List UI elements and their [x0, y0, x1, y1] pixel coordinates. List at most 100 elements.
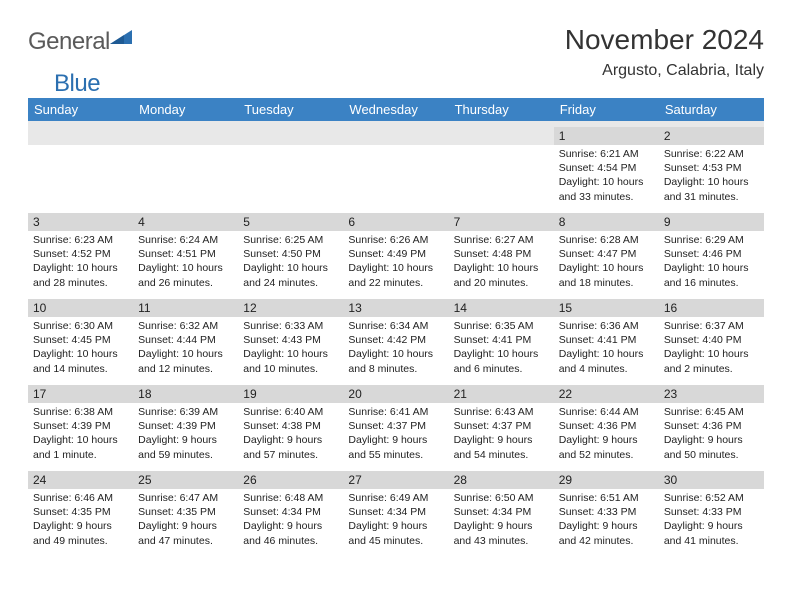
day-cell: 15Sunrise: 6:36 AMSunset: 4:41 PMDayligh…: [554, 299, 659, 385]
day-cell: 18 Sunrise: 6:39 AMSunset: 4:39 PMDayligh…: [133, 385, 238, 471]
day-body: Sunrise: 6:49 AMSunset: 4:34 PMDaylight:…: [343, 489, 448, 552]
sunset-line: Sunset: 4:51 PM: [138, 247, 233, 261]
location: Argusto, Calabria, Italy: [565, 62, 764, 80]
day-number: 4: [133, 213, 238, 231]
sunrise-line: Sunrise: 6:24 AM: [138, 233, 233, 247]
day-body: Sunrise: 6:36 AMSunset: 4:41 PMDaylight:…: [554, 317, 659, 380]
sunset-line: Sunset: 4:33 PM: [559, 505, 654, 519]
day-cell: 9Sunrise: 6:29 AMSunset: 4:46 PMDaylight…: [659, 213, 764, 299]
sunrise-line: Sunrise: 6:25 AM: [243, 233, 338, 247]
day-cell: 28Sunrise: 6:50 AMSunset: 4:34 PMDayligh…: [449, 471, 554, 557]
sunrise-line: Sunrise: 6:41 AM: [348, 405, 443, 419]
sunrise-line: Sunrise: 6:28 AM: [559, 233, 654, 247]
calendar-body: 1Sunrise: 6:21 AMSunset: 4:54 PMDaylight…: [28, 127, 764, 557]
day-cell: 7Sunrise: 6:27 AMSunset: 4:48 PMDaylight…: [449, 213, 554, 299]
daylight-line: Daylight: 9 hours and 43 minutes.: [454, 519, 549, 547]
daylight-line: Daylight: 9 hours and 59 minutes.: [138, 433, 233, 461]
daylight-line: Daylight: 9 hours and 42 minutes.: [559, 519, 654, 547]
daylight-line: Daylight: 9 hours and 55 minutes.: [348, 433, 443, 461]
daylight-line: Daylight: 9 hours and 46 minutes.: [243, 519, 338, 547]
daylight-line: Daylight: 10 hours and 26 minutes.: [138, 261, 233, 289]
day-body: Sunrise: 6:32 AMSunset: 4:44 PMDaylight:…: [133, 317, 238, 380]
sunset-line: Sunset: 4:41 PM: [559, 333, 654, 347]
daylight-line: Daylight: 10 hours and 6 minutes.: [454, 347, 549, 375]
day-cell: 17Sunrise: 6:38 AMSunset: 4:39 PMDayligh…: [28, 385, 133, 471]
day-body: Sunrise: 6:28 AMSunset: 4:47 PMDaylight:…: [554, 231, 659, 294]
day-number: 9: [659, 213, 764, 231]
day-number: 3: [28, 213, 133, 231]
dow-sat: Saturday: [659, 98, 764, 121]
day-number: 7: [449, 213, 554, 231]
daylight-line: Daylight: 10 hours and 1 minute.: [33, 433, 128, 461]
daylight-line: Daylight: 10 hours and 33 minutes.: [559, 175, 654, 203]
day-body: Sunrise: 6:25 AMSunset: 4:50 PMDaylight:…: [238, 231, 343, 294]
sunrise-line: Sunrise: 6:39 AM: [138, 405, 233, 419]
daylight-line: Daylight: 9 hours and 54 minutes.: [454, 433, 549, 461]
day-number: 12: [238, 299, 343, 317]
day-body: Sunrise: 6:38 AMSunset: 4:39 PMDaylight:…: [28, 403, 133, 466]
sunset-line: Sunset: 4:44 PM: [138, 333, 233, 347]
day-cell: 12Sunrise: 6:33 AMSunset: 4:43 PMDayligh…: [238, 299, 343, 385]
sunset-line: Sunset: 4:33 PM: [664, 505, 759, 519]
day-body: Sunrise: 6:23 AMSunset: 4:52 PMDaylight:…: [28, 231, 133, 294]
sunset-line: Sunset: 4:34 PM: [348, 505, 443, 519]
daylight-line: Daylight: 9 hours and 45 minutes.: [348, 519, 443, 547]
month-title: November 2024: [565, 24, 764, 56]
day-body: Sunrise: 6:46 AMSunset: 4:35 PMDaylight:…: [28, 489, 133, 552]
week-row: 24Sunrise: 6:46 AMSunset: 4:35 PMDayligh…: [28, 471, 764, 557]
daylight-line: Daylight: 10 hours and 12 minutes.: [138, 347, 233, 375]
sunset-line: Sunset: 4:52 PM: [33, 247, 128, 261]
sunset-line: Sunset: 4:34 PM: [454, 505, 549, 519]
dow-fri: Friday: [554, 98, 659, 121]
daylight-line: Daylight: 10 hours and 18 minutes.: [559, 261, 654, 289]
days-of-week-row: Sunday Monday Tuesday Wednesday Thursday…: [28, 98, 764, 121]
daylight-line: Daylight: 10 hours and 14 minutes.: [33, 347, 128, 375]
day-body: Sunrise: 6:29 AMSunset: 4:46 PMDaylight:…: [659, 231, 764, 294]
daylight-line: Daylight: 10 hours and 31 minutes.: [664, 175, 759, 203]
day-body: Sunrise: 6:48 AMSunset: 4:34 PMDaylight:…: [238, 489, 343, 552]
logo-blue: Blue: [54, 70, 100, 98]
sunrise-line: Sunrise: 6:46 AM: [33, 491, 128, 505]
sunrise-line: Sunrise: 6:29 AM: [664, 233, 759, 247]
day-cell: 20Sunrise: 6:41 AMSunset: 4:37 PMDayligh…: [343, 385, 448, 471]
day-cell: 4Sunrise: 6:24 AMSunset: 4:51 PMDaylight…: [133, 213, 238, 299]
day-body: Sunrise: 6:45 AMSunset: 4:36 PMDaylight:…: [659, 403, 764, 466]
day-body: Sunrise: 6:35 AMSunset: 4:41 PMDaylight:…: [449, 317, 554, 380]
daylight-line: Daylight: 9 hours and 52 minutes.: [559, 433, 654, 461]
day-number: 6: [343, 213, 448, 231]
dow-thu: Thursday: [449, 98, 554, 121]
day-number: 1: [554, 127, 659, 145]
sunrise-line: Sunrise: 6:40 AM: [243, 405, 338, 419]
daylight-line: Daylight: 10 hours and 8 minutes.: [348, 347, 443, 375]
sunset-line: Sunset: 4:39 PM: [138, 419, 233, 433]
sunset-line: Sunset: 4:49 PM: [348, 247, 443, 261]
day-cell: [449, 127, 554, 213]
day-body: Sunrise: 6:24 AMSunset: 4:51 PMDaylight:…: [133, 231, 238, 294]
day-number: 18: [133, 385, 238, 403]
sunset-line: Sunset: 4:37 PM: [454, 419, 549, 433]
sunrise-line: Sunrise: 6:33 AM: [243, 319, 338, 333]
day-number: 17: [28, 385, 133, 403]
day-cell: 5Sunrise: 6:25 AMSunset: 4:50 PMDaylight…: [238, 213, 343, 299]
day-cell: 19Sunrise: 6:40 AMSunset: 4:38 PMDayligh…: [238, 385, 343, 471]
daylight-line: Daylight: 9 hours and 49 minutes.: [33, 519, 128, 547]
sunset-line: Sunset: 4:48 PM: [454, 247, 549, 261]
sunset-line: Sunset: 4:39 PM: [33, 419, 128, 433]
day-cell: 10Sunrise: 6:30 AMSunset: 4:45 PMDayligh…: [28, 299, 133, 385]
week-row: 17Sunrise: 6:38 AMSunset: 4:39 PMDayligh…: [28, 385, 764, 471]
day-cell: 27Sunrise: 6:49 AMSunset: 4:34 PMDayligh…: [343, 471, 448, 557]
day-number: 8: [554, 213, 659, 231]
daylight-line: Daylight: 9 hours and 57 minutes.: [243, 433, 338, 461]
day-number: 10: [28, 299, 133, 317]
daylight-line: Daylight: 9 hours and 50 minutes.: [664, 433, 759, 461]
calendar-table: Sunday Monday Tuesday Wednesday Thursday…: [28, 98, 764, 557]
day-number: 19: [238, 385, 343, 403]
day-number: 13: [343, 299, 448, 317]
sunset-line: Sunset: 4:34 PM: [243, 505, 338, 519]
sunrise-line: Sunrise: 6:45 AM: [664, 405, 759, 419]
sunset-line: Sunset: 4:43 PM: [243, 333, 338, 347]
sunset-line: Sunset: 4:54 PM: [559, 161, 654, 175]
day-body: Sunrise: 6:40 AMSunset: 4:38 PMDaylight:…: [238, 403, 343, 466]
day-cell: [28, 127, 133, 213]
sunrise-line: Sunrise: 6:44 AM: [559, 405, 654, 419]
